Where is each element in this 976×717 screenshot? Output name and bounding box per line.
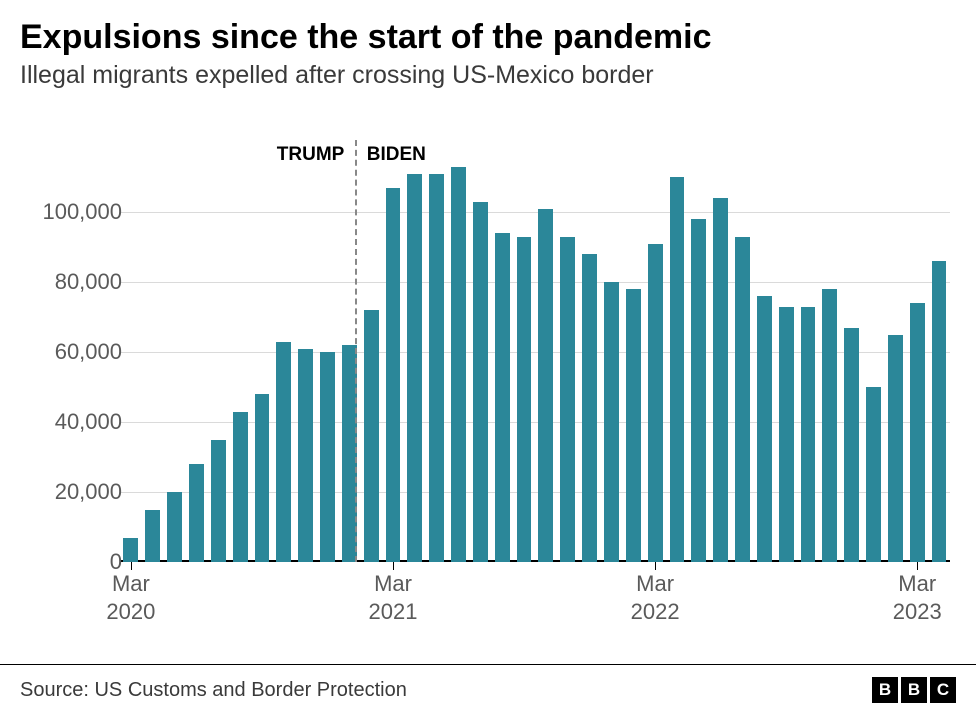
bar [386, 188, 401, 563]
bar [626, 289, 641, 562]
bar [560, 237, 575, 563]
x-tick-mark [131, 562, 132, 570]
logo-letter: B [872, 677, 898, 703]
annotation-biden: BIDEN [367, 144, 426, 166]
y-tick-label: 80,000 [32, 269, 122, 295]
bar [910, 303, 925, 562]
bar [517, 237, 532, 563]
logo-letter: B [901, 677, 927, 703]
bar [211, 440, 226, 563]
logo-letter: C [930, 677, 956, 703]
x-tick-label: Mar2023 [893, 570, 942, 625]
bar [473, 202, 488, 563]
y-tick-label: 40,000 [32, 409, 122, 435]
chart-container: Expulsions since the start of the pandem… [0, 0, 976, 717]
chart-subtitle: Illegal migrants expelled after crossing… [0, 61, 976, 90]
bar [276, 342, 291, 563]
source-text: Source: US Customs and Border Protection [20, 679, 407, 702]
bar [407, 174, 422, 563]
bar [801, 307, 816, 563]
bar [932, 261, 947, 562]
bar [757, 296, 772, 562]
bar [582, 254, 597, 562]
x-tick-label: Mar2020 [106, 570, 155, 625]
bar [189, 464, 204, 562]
y-tick-label: 60,000 [32, 339, 122, 365]
bar [779, 307, 794, 563]
bar [320, 352, 335, 562]
bar [866, 387, 881, 562]
bar [713, 198, 728, 562]
bar [298, 349, 313, 563]
bbc-logo: BBC [872, 677, 956, 703]
bar [735, 237, 750, 563]
bar [822, 289, 837, 562]
chart-footer: Source: US Customs and Border Protection… [0, 664, 976, 717]
x-tick-label: Mar2022 [631, 570, 680, 625]
bar [670, 177, 685, 562]
x-tick-mark [393, 562, 394, 570]
y-tick-label: 20,000 [32, 479, 122, 505]
bar [451, 167, 466, 563]
gridline [120, 212, 950, 213]
bar [691, 219, 706, 562]
bar [145, 510, 160, 563]
y-tick-label: 100,000 [32, 199, 122, 225]
bar [123, 538, 138, 563]
x-tick-mark [917, 562, 918, 570]
x-tick-label: Mar2021 [369, 570, 418, 625]
bar [648, 244, 663, 563]
chart-title: Expulsions since the start of the pandem… [0, 0, 976, 61]
president-divider [355, 140, 357, 562]
bar [888, 335, 903, 563]
plot-region: TRUMP BIDEN [120, 142, 950, 562]
bar [364, 310, 379, 562]
bar [233, 412, 248, 563]
bar [255, 394, 270, 562]
bar [167, 492, 182, 562]
chart-area: TRUMPBIDEN 020,00040,00060,00080,000100,… [20, 112, 960, 642]
bar [429, 174, 444, 563]
bar [604, 282, 619, 562]
bar [844, 328, 859, 563]
annotation-trump: TRUMP [277, 144, 345, 166]
bar [538, 209, 553, 563]
x-tick-mark [655, 562, 656, 570]
bar [495, 233, 510, 562]
gridline [120, 282, 950, 283]
